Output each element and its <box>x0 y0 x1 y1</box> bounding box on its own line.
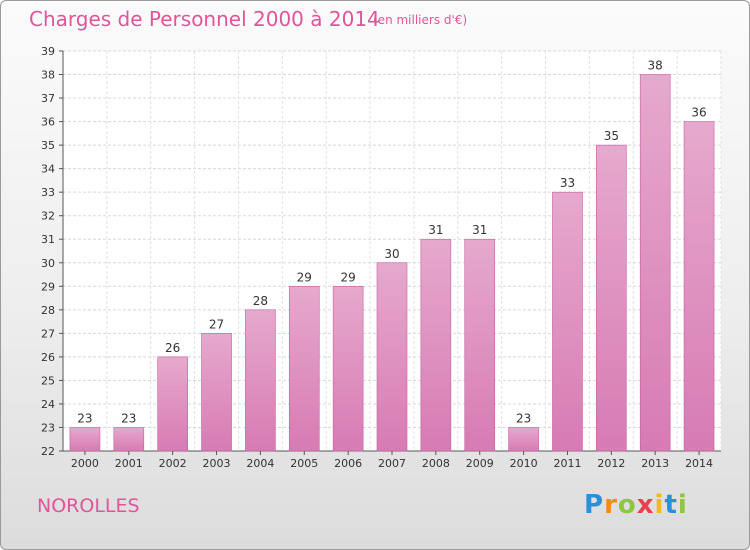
bar-value-label: 38 <box>648 59 663 73</box>
x-tick-label: 2009 <box>466 457 494 470</box>
x-tick-label: 2002 <box>159 457 187 470</box>
logo-letter: i <box>677 490 688 520</box>
bar-value-label: 35 <box>604 129 619 143</box>
x-tick-label: 2008 <box>422 457 450 470</box>
bar <box>420 238 452 452</box>
bar <box>69 427 101 452</box>
bar-value-label: 23 <box>516 411 531 425</box>
x-tick-label: 2010 <box>510 457 538 470</box>
y-tick-label: 23 <box>41 421 55 434</box>
bar-value-label: 29 <box>340 270 355 284</box>
logo-letter: P <box>584 490 605 520</box>
logo-letter: x <box>636 490 655 520</box>
x-tick-label: 2013 <box>641 457 669 470</box>
bar-value-label: 26 <box>165 341 180 355</box>
chart-title: Charges de Personnel 2000 à 2014 <box>29 7 380 31</box>
y-tick-label: 34 <box>41 163 55 176</box>
y-tick-label: 24 <box>41 398 55 411</box>
bar-value-label: 28 <box>253 294 268 308</box>
y-tick-label: 31 <box>41 233 55 246</box>
bar <box>332 285 364 452</box>
y-tick-label: 26 <box>41 351 55 364</box>
town-name: NOROLLES <box>37 495 140 517</box>
bar <box>639 74 671 452</box>
x-tick-label: 2007 <box>378 457 406 470</box>
bar <box>113 427 145 452</box>
y-tick-label: 38 <box>41 69 55 82</box>
y-tick-label: 28 <box>41 304 55 317</box>
bar <box>464 238 496 452</box>
bar-value-label: 27 <box>209 317 224 331</box>
logo-letter: i <box>654 490 665 520</box>
y-tick-label: 39 <box>41 45 55 58</box>
x-tick-label: 2000 <box>71 457 99 470</box>
bar-value-label: 29 <box>297 270 312 284</box>
y-tick-label: 35 <box>41 139 55 152</box>
x-tick-label: 2011 <box>553 457 581 470</box>
x-tick-label: 2005 <box>290 457 318 470</box>
bar <box>288 285 320 452</box>
y-tick-label: 32 <box>41 210 55 223</box>
y-tick-label: 27 <box>41 327 55 340</box>
x-tick-label: 2014 <box>685 457 713 470</box>
x-tick-label: 2004 <box>246 457 274 470</box>
y-tick-label: 36 <box>41 116 55 129</box>
bar-value-label: 31 <box>428 223 443 237</box>
chart-subtitle: (en milliers d'€) <box>373 13 468 27</box>
bar <box>552 191 583 452</box>
bar-value-label: 33 <box>560 176 575 190</box>
bar-value-label: 23 <box>121 411 136 425</box>
logo-letter: t <box>664 490 678 520</box>
x-tick-label: 2012 <box>597 457 625 470</box>
y-tick-label: 33 <box>41 186 55 199</box>
logo-letter: o <box>617 490 637 520</box>
logo-letter: r <box>604 490 618 520</box>
y-tick-label: 30 <box>41 257 55 270</box>
bar-value-label: 30 <box>384 247 399 261</box>
y-tick-label: 29 <box>41 280 55 293</box>
y-tick-label: 22 <box>41 445 55 458</box>
bar <box>201 333 232 452</box>
bar <box>376 262 408 452</box>
bar <box>245 309 276 452</box>
x-tick-label: 2001 <box>115 457 143 470</box>
y-tick-label: 37 <box>41 92 55 105</box>
x-tick-label: 2006 <box>334 457 362 470</box>
bar <box>508 427 539 452</box>
bar <box>596 144 627 452</box>
bar-value-label: 31 <box>472 223 487 237</box>
y-tick-label: 25 <box>41 374 55 387</box>
bar-value-label: 23 <box>77 411 92 425</box>
proxiti-logo[interactable]: Proxiti <box>584 490 688 520</box>
bar <box>157 356 188 452</box>
bar-value-label: 36 <box>691 106 706 120</box>
bar <box>683 121 715 452</box>
x-tick-label: 2003 <box>203 457 231 470</box>
